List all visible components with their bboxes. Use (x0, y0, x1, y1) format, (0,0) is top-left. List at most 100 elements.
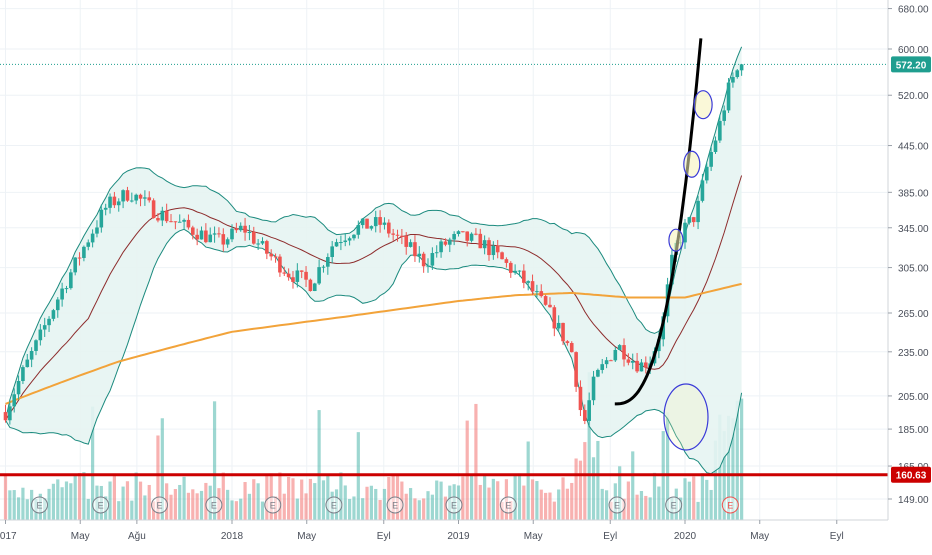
volume-bar (317, 410, 321, 520)
candle-body (103, 207, 108, 210)
earnings-marker-label: E (727, 501, 733, 511)
highlight-circle (683, 150, 701, 178)
volume-bar (60, 487, 64, 520)
x-tick-label: May (524, 531, 543, 542)
candle-body (352, 234, 356, 239)
x-tick-label: Ağu (128, 531, 146, 542)
volume-bar (574, 458, 578, 520)
volume-bar (604, 490, 609, 520)
volume-bar (591, 457, 596, 520)
candle-body (709, 151, 713, 167)
candle-body (99, 209, 104, 228)
volume-spike-circle (663, 383, 709, 451)
volume-bar (530, 479, 535, 520)
candle-body (295, 270, 300, 282)
volume-bar (73, 475, 77, 520)
x-tick-label: May (750, 531, 769, 542)
candle-body (447, 239, 452, 245)
candle-body (630, 360, 635, 363)
candle-body (373, 217, 378, 227)
candle-body (55, 299, 60, 311)
earnings-marker-circle (721, 496, 739, 514)
candle-body (413, 242, 417, 257)
candle-body (495, 245, 500, 253)
candle-body (635, 360, 639, 372)
candle-body (177, 221, 182, 223)
earnings-marker-circle (325, 496, 343, 514)
candle-body (21, 367, 25, 382)
x-tick-label: 2017 (0, 531, 17, 542)
volume-bar (195, 493, 199, 520)
candle-body (134, 194, 138, 201)
candle-body (95, 227, 99, 234)
earnings-marker-label: E (392, 501, 398, 511)
candle-body (626, 359, 631, 363)
candle-body (273, 256, 278, 258)
volume-bar (535, 481, 539, 520)
earnings-marker-label: E (211, 501, 217, 511)
volume-bar (731, 418, 735, 520)
y-tick-label: 185.00 (898, 425, 929, 436)
candle-body (130, 200, 134, 202)
candle-body (312, 283, 317, 292)
volume-bar (526, 441, 530, 520)
candle-body (513, 270, 517, 273)
volume-bar (692, 476, 696, 520)
candle-body (622, 345, 626, 360)
candle-body (556, 322, 561, 329)
candle-body (125, 190, 130, 201)
volume-bar (491, 478, 495, 520)
y-tick-label: 445.00 (898, 142, 929, 153)
candle-body (639, 362, 644, 372)
volume-bar (134, 472, 138, 520)
y-tick-label: 305.00 (898, 264, 929, 275)
candle-body (212, 233, 217, 235)
x-tick-label: Eyl (603, 531, 617, 542)
x-tick-label: 2020 (674, 531, 697, 542)
candle-body (265, 241, 269, 254)
candle-body (517, 270, 522, 272)
volume-bar (117, 501, 121, 520)
candle-body (269, 253, 274, 257)
candle-body (121, 190, 125, 202)
candle-body (282, 272, 287, 274)
candle-body (86, 242, 91, 247)
candle-body (29, 350, 34, 360)
candle-body (234, 228, 239, 231)
volume-bar (696, 501, 700, 520)
volume-bar (474, 403, 478, 520)
volume-bar (204, 482, 208, 520)
volume-bar (125, 481, 130, 520)
candle-body (713, 140, 718, 152)
volume-bar (51, 483, 56, 520)
candle-body (683, 222, 687, 243)
candle-body (565, 341, 570, 344)
volume-bar (422, 498, 426, 520)
y-axis: 680.00 600.00 520.00 445.00 385.00 345.00 305.… (887, 0, 931, 520)
volume-bar (600, 488, 604, 520)
volume-bar (513, 474, 517, 520)
candle-body (199, 230, 204, 240)
candle-body (704, 166, 709, 181)
candle-body (151, 200, 156, 219)
candle-body (51, 310, 56, 319)
volume-bar (644, 495, 648, 520)
volume-bar (278, 472, 282, 520)
volume-bar (147, 484, 151, 520)
volume-bar (47, 488, 51, 520)
candle-body (160, 210, 165, 221)
volume-bar (121, 486, 125, 520)
volume-bar (234, 501, 238, 520)
volume-bar (256, 483, 260, 520)
candle-body (465, 231, 470, 241)
candle-body (434, 252, 439, 254)
volume-bar (496, 481, 500, 520)
moving-average-long-line (5, 282, 742, 405)
candle-body (561, 322, 565, 342)
volume-bar (243, 482, 247, 520)
volume-bar (635, 494, 639, 520)
candle-body (408, 242, 413, 247)
candle-body (221, 234, 226, 245)
candle-body (491, 245, 496, 256)
